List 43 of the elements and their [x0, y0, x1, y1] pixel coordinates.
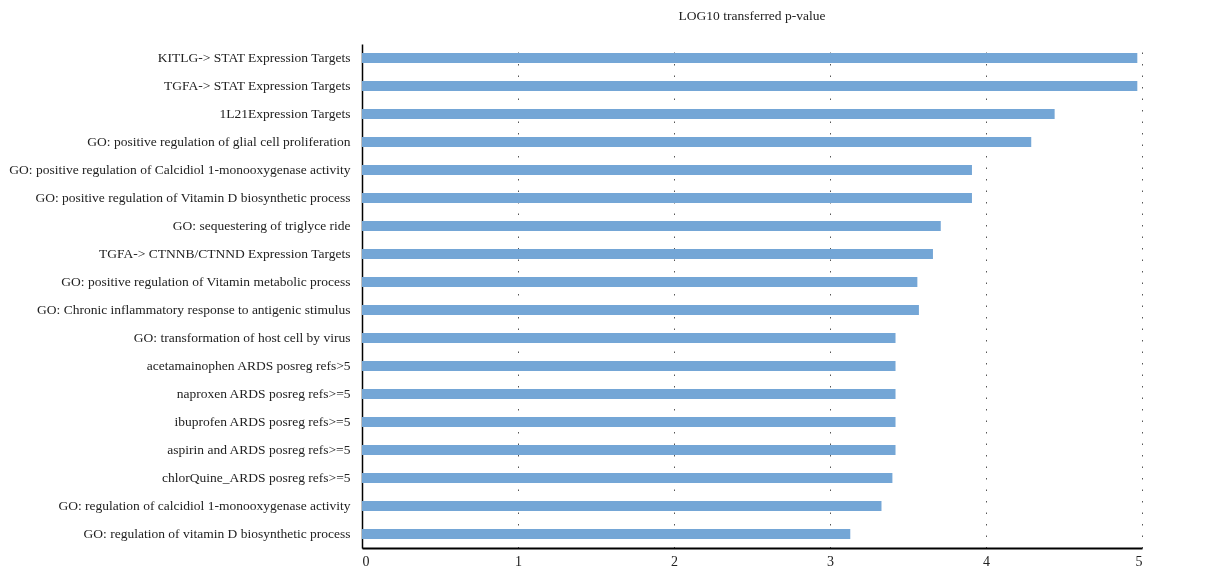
x-tick-label: 0 [362, 553, 370, 569]
bar [362, 361, 896, 371]
y-tick-label: chlorQuine_ARDS posreg refs>=5 [162, 470, 351, 485]
y-tick-label: ibuprofen ARDS posreg refs>=5 [174, 414, 351, 429]
x-tick-label: 3 [827, 553, 834, 569]
y-tick-label: GO: positive regulation of Vitamin D biosynthetic process [35, 190, 351, 205]
y-tick-label: GO: sequestering of triglyce ride [172, 218, 351, 233]
y-tick-label: GO: regulation of calcidiol 1-monooxygenase activity [58, 498, 351, 513]
bar [362, 417, 896, 427]
bar [362, 193, 972, 203]
y-tick-label: acetamainophen ARDS posreg refs>5 [146, 358, 351, 373]
y-tick-label: GO: regulation of vitamin D biosynthetic process [83, 526, 351, 541]
y-tick-label: GO: Chronic inflammatory response to antigenic stimulus [37, 302, 351, 317]
bar [362, 445, 896, 455]
y-tick-label: GO: positive regulation of Calcidiol 1-monooxygenase activity [9, 162, 351, 177]
y-tick-label: KITLG-> STAT Expression Targets [157, 50, 351, 65]
chart-title: LOG10 transferred p-value [678, 7, 826, 23]
y-tick-label: naproxen ARDS posreg refs>=5 [176, 386, 351, 401]
bar [362, 81, 1138, 91]
y-tick-label: 1L21Expression Targets [219, 106, 351, 121]
bar [362, 249, 933, 259]
bar [362, 389, 896, 399]
y-tick-label: GO: positive regulation of glial cell proliferation [87, 134, 351, 149]
bar [362, 473, 893, 483]
bar [362, 333, 896, 343]
bar [362, 165, 972, 175]
x-tick-label: 5 [1135, 553, 1143, 569]
bar [362, 53, 1138, 63]
bar [362, 277, 918, 287]
x-tick-label: 1 [515, 553, 522, 569]
y-tick-label: GO: positive regulation of Vitamin metabolic process [61, 274, 351, 289]
bar [362, 305, 919, 315]
bar [362, 221, 941, 231]
y-tick-label: TGFA-> CTNNB/CTNND Expression Targets [98, 246, 351, 261]
bar [362, 109, 1055, 119]
bar [362, 137, 1032, 147]
bar [362, 501, 882, 511]
y-tick-label: TGFA-> STAT Expression Targets [164, 78, 351, 93]
bar [362, 529, 851, 539]
x-tick-label: 2 [671, 553, 678, 569]
y-tick-label: aspirin and ARDS posreg refs>=5 [167, 442, 351, 457]
y-tick-label: GO: transformation of host cell by virus [133, 330, 351, 345]
x-tick-label: 4 [983, 553, 990, 569]
